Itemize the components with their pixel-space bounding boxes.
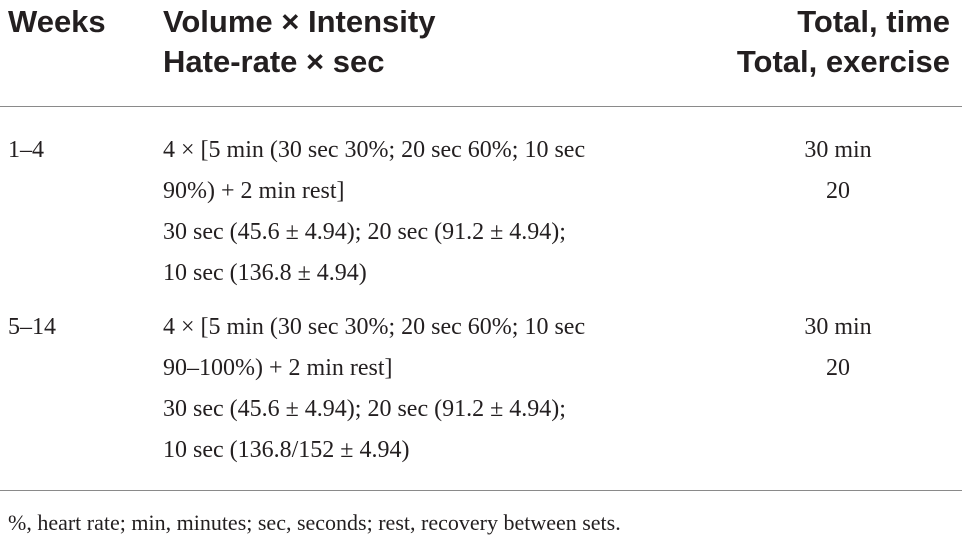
row-2-total-exercise: 20 (826, 355, 850, 381)
row-1-total: 30 min 20 (740, 130, 936, 212)
row-1-weeks-text: 1–4 (8, 137, 44, 163)
header-weeks-label: Weeks (8, 4, 106, 39)
row-1-total-time: 30 min (804, 137, 872, 163)
row-2-volume-line: 90–100%) + 2 min rest] (163, 355, 393, 381)
row-2-weeks: 5–14 (8, 307, 56, 348)
row-1-volume-line: 90%) + 2 min rest] (163, 178, 345, 204)
row-1-total-exercise: 20 (826, 178, 850, 204)
header-weeks: Weeks (8, 2, 106, 42)
header-total-line2: Total, exercise (736, 44, 950, 79)
row-2-total: 30 min 20 (740, 307, 936, 389)
row-2-volume: 4 × [5 min (30 sec 30%; 20 sec 60%; 10 s… (163, 307, 585, 471)
row-2-volume-line: 10 sec (136.8/152 ± 4.94) (163, 437, 410, 463)
row-1-volume-line: 10 sec (136.8 ± 4.94) (163, 260, 367, 286)
footer-divider (0, 490, 962, 491)
header-volume-line1: Volume × Intensity (163, 4, 436, 39)
header-volume-intensity: Volume × Intensity Hate-rate × sec (163, 2, 435, 82)
row-2-volume-line: 30 sec (45.6 ± 4.94); 20 sec (91.2 ± 4.9… (163, 396, 566, 422)
header-total-line1: Total, time (797, 4, 950, 39)
row-2-total-time: 30 min (804, 314, 872, 340)
header-total: Total, time Total, exercise (737, 2, 950, 82)
row-2-volume-line: 4 × [5 min (30 sec 30%; 20 sec 60%; 10 s… (163, 314, 586, 340)
header-volume-line2: Hate-rate × sec (163, 44, 385, 79)
row-1-volume-line: 4 × [5 min (30 sec 30%; 20 sec 60%; 10 s… (163, 137, 586, 163)
row-1-volume: 4 × [5 min (30 sec 30%; 20 sec 60%; 10 s… (163, 130, 585, 294)
row-1-weeks: 1–4 (8, 130, 44, 171)
row-1-volume-line: 30 sec (45.6 ± 4.94); 20 sec (91.2 ± 4.9… (163, 219, 566, 245)
header-divider (0, 106, 962, 107)
table-footnote: %, heart rate; min, minutes; sec, second… (8, 510, 621, 535)
row-2-weeks-text: 5–14 (8, 314, 56, 340)
